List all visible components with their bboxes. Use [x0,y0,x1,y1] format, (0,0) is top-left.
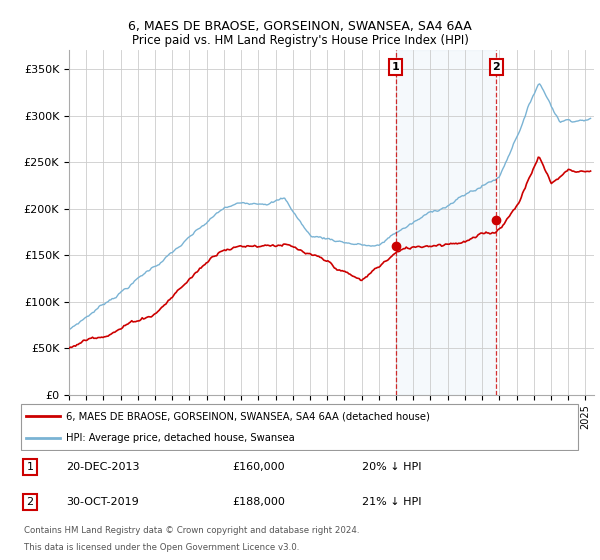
Text: 1: 1 [26,462,34,472]
Text: Contains HM Land Registry data © Crown copyright and database right 2024.: Contains HM Land Registry data © Crown c… [23,526,359,535]
Text: £160,000: £160,000 [232,462,285,472]
Text: 21% ↓ HPI: 21% ↓ HPI [362,497,422,507]
FancyBboxPatch shape [21,404,578,450]
Text: 6, MAES DE BRAOSE, GORSEINON, SWANSEA, SA4 6AA: 6, MAES DE BRAOSE, GORSEINON, SWANSEA, S… [128,20,472,32]
Text: This data is licensed under the Open Government Licence v3.0.: This data is licensed under the Open Gov… [23,543,299,552]
Bar [395,50,496,395]
Text: 30-OCT-2019: 30-OCT-2019 [66,497,139,507]
Text: HPI: Average price, detached house, Swansea: HPI: Average price, detached house, Swan… [66,433,295,443]
Text: 6, MAES DE BRAOSE, GORSEINON, SWANSEA, SA4 6AA (detached house): 6, MAES DE BRAOSE, GORSEINON, SWANSEA, S… [66,411,430,421]
Text: 20-DEC-2013: 20-DEC-2013 [66,462,139,472]
Text: £188,000: £188,000 [232,497,285,507]
Text: 20% ↓ HPI: 20% ↓ HPI [362,462,422,472]
Text: 1: 1 [392,62,400,72]
Text: 2: 2 [26,497,34,507]
Text: Price paid vs. HM Land Registry's House Price Index (HPI): Price paid vs. HM Land Registry's House … [131,34,469,46]
Text: 2: 2 [493,62,500,72]
